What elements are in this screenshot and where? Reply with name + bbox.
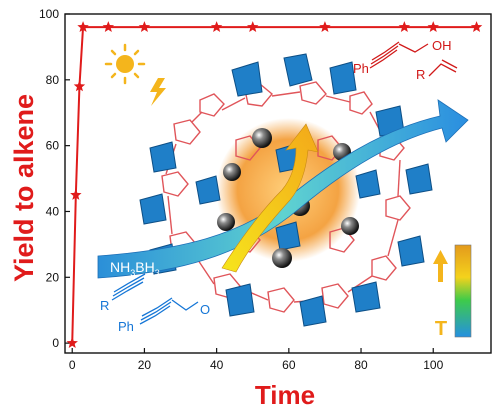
data-point-star bbox=[77, 21, 89, 33]
data-point-star bbox=[102, 21, 115, 33]
y-tick-label: 40 bbox=[46, 204, 60, 218]
mof-illustration bbox=[97, 53, 469, 327]
x-tick-label: 20 bbox=[138, 358, 152, 372]
x-axis-title: Time bbox=[255, 380, 315, 410]
sun-icon bbox=[104, 43, 146, 85]
data-point-star bbox=[70, 189, 82, 200]
temperature-up-arrow bbox=[433, 250, 448, 282]
black-spheres bbox=[217, 128, 359, 268]
y-tick-label: 80 bbox=[46, 73, 60, 87]
ynal-substrate-structure: Ph O bbox=[118, 297, 210, 334]
y-axis-ticks: 0 20 40 60 80 100 bbox=[39, 7, 70, 350]
x-axis-ticks: 0 20 40 60 80 100 bbox=[69, 348, 444, 372]
data-point-star bbox=[66, 337, 78, 348]
svg-text:OH: OH bbox=[432, 38, 452, 53]
lightning-icon bbox=[150, 78, 166, 106]
svg-text:R: R bbox=[100, 298, 109, 313]
x-tick-label: 80 bbox=[354, 358, 368, 372]
data-point-star bbox=[210, 21, 223, 33]
y-tick-label: 0 bbox=[52, 336, 59, 350]
x-tick-label: 0 bbox=[69, 358, 76, 372]
reagent-label: NH3BH3 bbox=[110, 259, 160, 278]
series-layer bbox=[66, 21, 483, 348]
x-tick-label: 100 bbox=[423, 358, 443, 372]
y-tick-label: 60 bbox=[46, 139, 60, 153]
svg-text:Ph: Ph bbox=[353, 61, 369, 76]
data-point-star bbox=[73, 80, 86, 92]
data-point-star bbox=[319, 21, 331, 33]
plot-frame bbox=[64, 13, 492, 354]
data-point-star bbox=[427, 21, 439, 33]
series-line bbox=[71, 26, 477, 344]
x-tick-label: 40 bbox=[210, 358, 224, 372]
x-tick-label: 60 bbox=[282, 358, 296, 372]
data-point-star bbox=[247, 21, 259, 33]
data-point-star bbox=[470, 21, 483, 33]
y-tick-label: 100 bbox=[39, 7, 59, 21]
temperature-scale-bar bbox=[454, 244, 472, 338]
temperature-label: T bbox=[435, 318, 447, 340]
data-point-star bbox=[138, 21, 151, 33]
data-point-star bbox=[398, 21, 411, 33]
y-axis-title: Yield to alkene bbox=[9, 94, 39, 282]
propargyl-alcohol-structure: Ph OH bbox=[353, 38, 452, 76]
alkyne-substrate-structure: R bbox=[100, 273, 146, 313]
alkene-product-structure: R bbox=[416, 59, 458, 82]
svg-text:O: O bbox=[200, 302, 210, 317]
svg-text:R: R bbox=[416, 67, 425, 82]
y-tick-label: 20 bbox=[46, 270, 60, 284]
heat-arrow bbox=[221, 123, 319, 273]
svg-text:Ph: Ph bbox=[118, 319, 134, 334]
